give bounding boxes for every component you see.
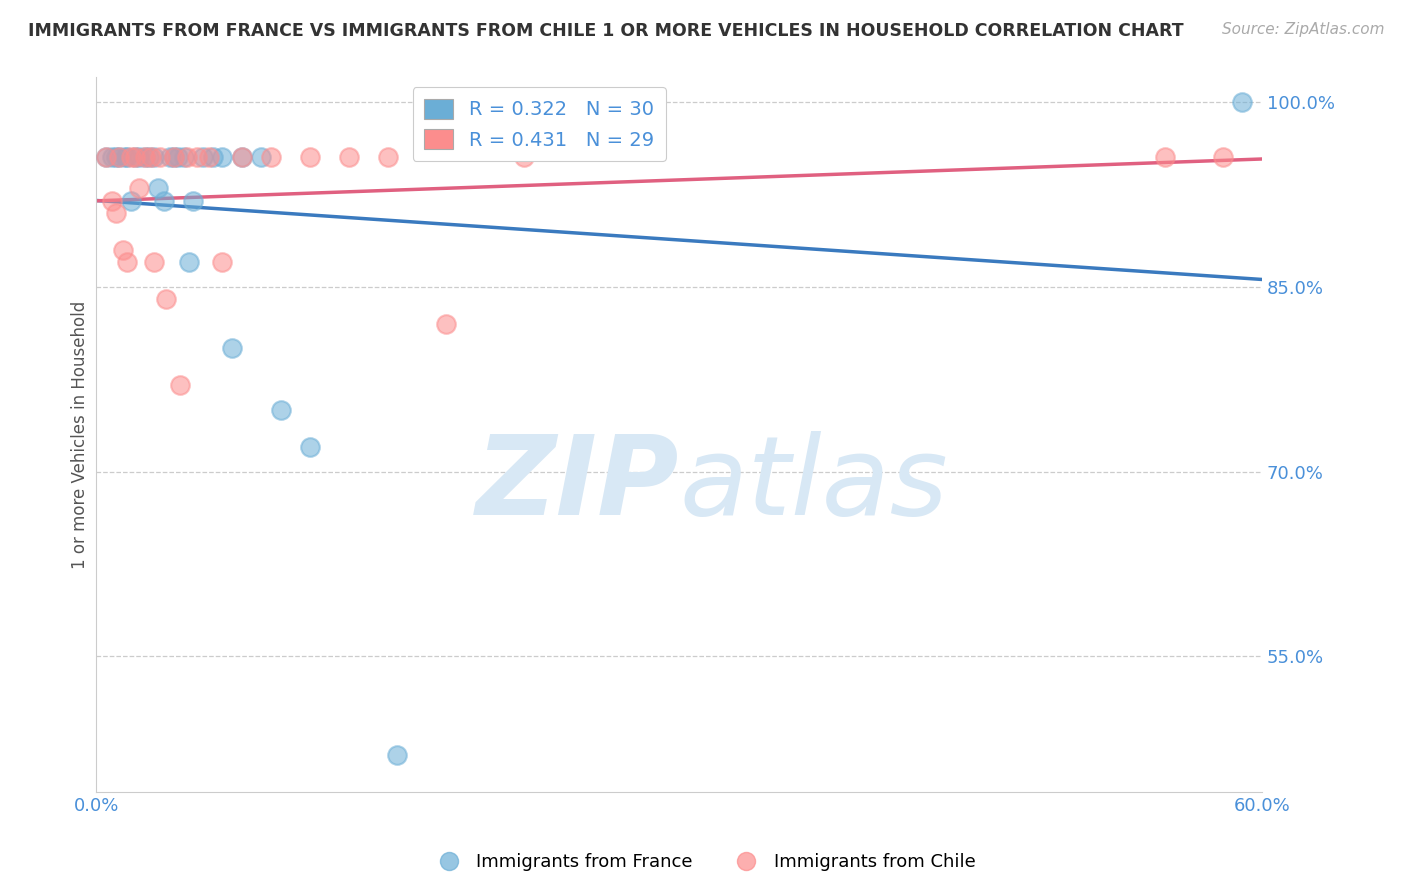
Point [128, 181, 150, 195]
Point [179, 255, 201, 269]
Point [387, 747, 409, 762]
Point [231, 151, 253, 165]
Point [1212, 151, 1234, 165]
Point [155, 292, 177, 306]
Point [134, 151, 156, 165]
Point [124, 151, 146, 165]
Point [159, 151, 181, 165]
Point [134, 151, 156, 165]
Point [434, 317, 457, 331]
Point [100, 194, 122, 208]
Point [149, 151, 172, 165]
Point [211, 255, 233, 269]
Point [221, 342, 243, 356]
Point [94, 151, 117, 165]
Point [114, 151, 136, 165]
Point [250, 151, 273, 165]
Point [298, 151, 321, 165]
Text: IMMIGRANTS FROM FRANCE VS IMMIGRANTS FROM CHILE 1 OR MORE VEHICLES IN HOUSEHOLD : IMMIGRANTS FROM FRANCE VS IMMIGRANTS FRO… [28, 22, 1184, 40]
Point [128, 151, 150, 165]
Point [337, 151, 360, 165]
Point [201, 151, 224, 165]
Point [153, 194, 176, 208]
Point [231, 151, 253, 165]
Point [183, 194, 205, 208]
Point [163, 151, 186, 165]
Point [120, 151, 142, 165]
Point [94, 151, 117, 165]
Point [138, 151, 160, 165]
Text: ZIP: ZIP [475, 431, 679, 538]
Point [112, 243, 135, 257]
Point [186, 151, 208, 165]
Point [104, 206, 127, 220]
Legend: R = 0.322   N = 30, R = 0.431   N = 29: R = 0.322 N = 30, R = 0.431 N = 29 [412, 87, 666, 161]
Point [298, 440, 321, 454]
Point [143, 151, 166, 165]
Point [100, 151, 122, 165]
Point [191, 151, 214, 165]
Point [1232, 95, 1254, 109]
Point [124, 151, 146, 165]
Point [117, 151, 139, 165]
Point [148, 181, 170, 195]
Point [512, 151, 534, 165]
Point [108, 151, 131, 165]
Point [120, 194, 142, 208]
Point [117, 255, 139, 269]
Point [139, 151, 162, 165]
Point [270, 403, 292, 417]
Legend: Immigrants from France, Immigrants from Chile: Immigrants from France, Immigrants from … [423, 847, 983, 879]
Point [198, 151, 221, 165]
Point [173, 151, 195, 165]
Point [104, 151, 127, 165]
Text: Source: ZipAtlas.com: Source: ZipAtlas.com [1222, 22, 1385, 37]
Point [176, 151, 198, 165]
Text: atlas: atlas [679, 431, 948, 538]
Point [108, 151, 131, 165]
Point [163, 151, 186, 165]
Y-axis label: 1 or more Vehicles in Household: 1 or more Vehicles in Household [72, 301, 89, 569]
Point [143, 255, 166, 269]
Point [1153, 151, 1175, 165]
Point [211, 151, 233, 165]
Point [377, 151, 399, 165]
Point [260, 151, 283, 165]
Point [166, 151, 188, 165]
Point [169, 378, 191, 392]
